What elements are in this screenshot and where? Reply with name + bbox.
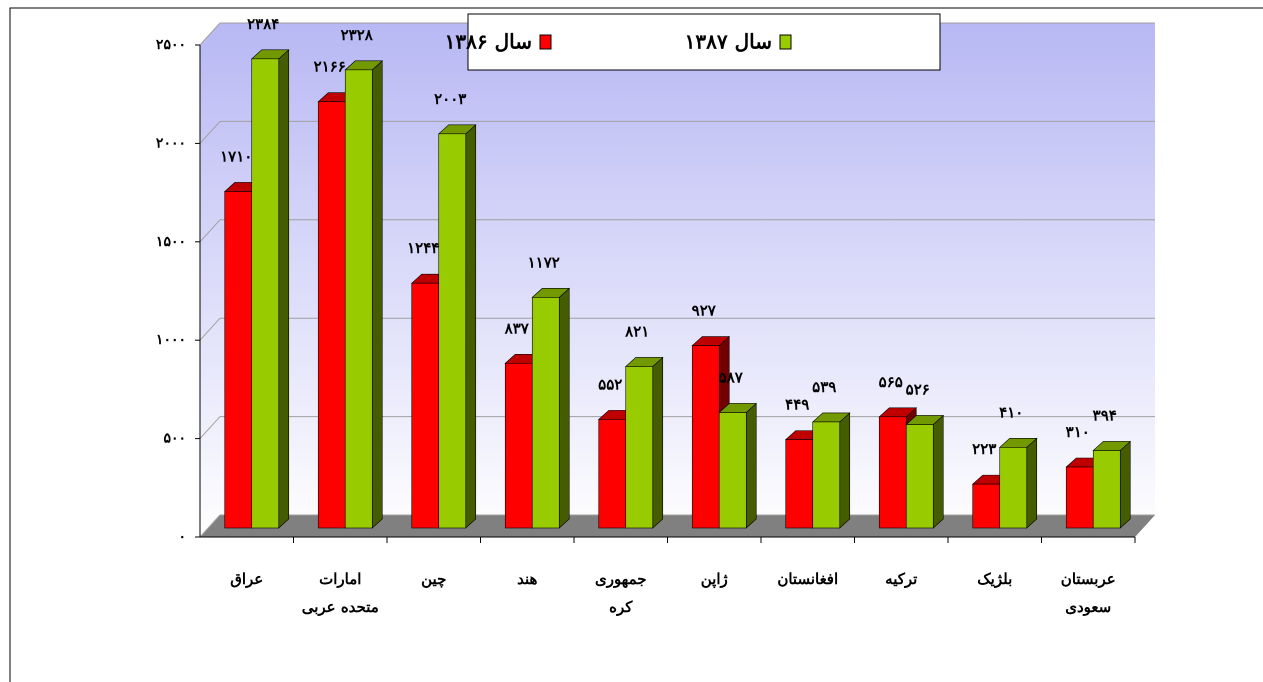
bar — [905, 414, 945, 529]
bar-front — [504, 362, 533, 529]
x-tick-label: بلژیک — [977, 570, 1012, 588]
bar-front — [598, 419, 627, 529]
y-tick-label: ۱۵۰۰ — [156, 234, 186, 250]
y-tick-label: ۱۰۰۰ — [156, 332, 186, 348]
x-tick-label: چین — [421, 570, 446, 588]
grid-line-side — [199, 22, 221, 46]
data-label: ۱۷۱۰ — [220, 147, 252, 165]
bar-front — [691, 345, 720, 529]
data-label: ۲۱۶۶ — [314, 58, 346, 76]
legend-swatch — [779, 34, 792, 50]
data-label: ۴۱۰ — [999, 403, 1023, 421]
bar-front — [812, 421, 841, 529]
data-label: ۲۲۳ — [972, 440, 996, 458]
bar-side — [278, 49, 290, 529]
legend-label: سال ۱۳۸۷ — [685, 30, 772, 54]
data-label: ۸۳۷ — [504, 319, 530, 337]
x-tick-label: ژاپن — [701, 570, 728, 589]
bar-front — [531, 297, 560, 529]
y-tick-label: ۲۵۰۰ — [156, 37, 186, 53]
bar — [811, 412, 851, 529]
bar-front — [1065, 466, 1094, 529]
data-label: ۴۴۹ — [785, 396, 809, 414]
legend-swatch — [539, 34, 552, 50]
x-tick-label: عربستان — [1061, 570, 1116, 588]
x-tick-label: هند — [517, 570, 537, 588]
bar-side — [652, 356, 664, 529]
data-label: ۹۲۷ — [692, 302, 717, 320]
bar-side — [745, 402, 757, 529]
grid-line-side — [199, 416, 221, 439]
y-tick-label: ۵۰۰ — [163, 431, 186, 447]
x-tick-label: متحده عربی — [302, 598, 379, 616]
data-label: ۲۳۸۴ — [247, 15, 279, 33]
x-tick-label: افغانستان — [777, 570, 838, 588]
grid-line-side — [199, 317, 221, 341]
x-tick-label: ترکیه — [885, 570, 917, 588]
bar-front — [718, 412, 747, 529]
x-tick-label: کره — [609, 598, 633, 616]
bar-side — [465, 124, 477, 529]
bar-front — [411, 282, 440, 529]
bar-front — [625, 366, 654, 529]
bar-front — [878, 416, 907, 529]
bar-side — [371, 60, 383, 529]
bar — [531, 287, 571, 529]
data-label: ۵۲۶ — [906, 380, 930, 398]
data-label: ۵۶۵ — [879, 373, 903, 391]
bar-front — [785, 439, 814, 529]
y-tick-label: ۰ — [178, 529, 186, 545]
bar-front — [999, 447, 1028, 529]
y-tick-label: ۲۰۰۰ — [156, 135, 186, 151]
data-label: ۵۳۹ — [812, 378, 836, 396]
bar-front — [344, 69, 373, 529]
bar-front — [972, 483, 1001, 529]
data-label: ۱۱۷۲ — [528, 253, 560, 271]
bar — [250, 49, 290, 529]
data-label: ۸۲۱ — [624, 322, 649, 340]
bar — [998, 437, 1038, 529]
bar-side — [1119, 440, 1131, 529]
x-tick-label: سعودی — [1065, 598, 1111, 616]
legend-label: سال ۱۳۸۶ — [445, 30, 532, 54]
grid-line-side — [199, 219, 221, 243]
bar-side — [1026, 437, 1038, 529]
bar — [437, 124, 477, 529]
bar-front — [905, 424, 934, 529]
x-tick-label: امارات — [319, 570, 361, 588]
data-label: ۳۹۴ — [1093, 406, 1117, 424]
data-label: ۲۰۰۳ — [434, 90, 466, 108]
bar — [344, 60, 384, 529]
bar-side — [839, 412, 851, 529]
bar-front — [224, 191, 253, 529]
data-label: ۵۵۲ — [598, 375, 622, 393]
x-tick-label: جمهوری — [595, 570, 647, 588]
data-label: ۱۲۴۴ — [407, 239, 439, 257]
grid-line-side — [199, 121, 221, 144]
data-label: ۳۱۰ — [1066, 423, 1090, 441]
x-tick-label: عراق — [230, 570, 263, 588]
bar-front — [1092, 450, 1121, 529]
bar — [718, 402, 758, 529]
bar-side — [558, 287, 570, 529]
bar — [624, 356, 664, 529]
bar-front — [438, 133, 467, 529]
bar — [1092, 440, 1132, 529]
data-label: ۲۳۲۸ — [341, 26, 374, 44]
bar-front — [317, 101, 346, 529]
bar-front — [251, 58, 280, 529]
bar-side — [932, 414, 944, 529]
grid-line-side — [199, 514, 221, 538]
frame — [9, 7, 1263, 682]
data-label: ۵۸۷ — [719, 368, 744, 386]
